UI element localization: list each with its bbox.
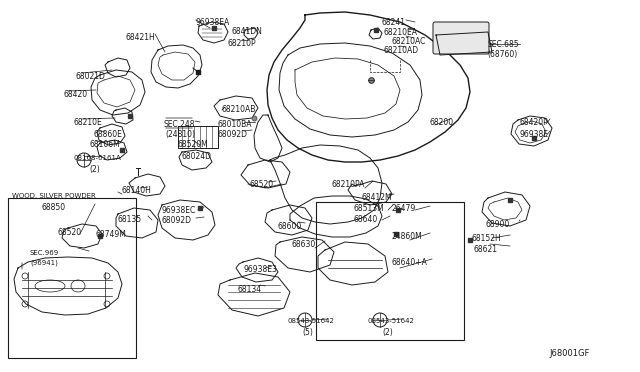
Text: 08543-51642: 08543-51642 <box>288 318 335 324</box>
Text: 68420P: 68420P <box>519 118 548 127</box>
Text: 68420: 68420 <box>63 90 87 99</box>
Text: 68421H: 68421H <box>125 33 155 42</box>
Text: 68140H: 68140H <box>122 186 152 195</box>
Text: 24860M: 24860M <box>392 232 423 241</box>
Text: 08168-6161A: 08168-6161A <box>74 155 122 161</box>
Text: 96938EC: 96938EC <box>162 206 196 215</box>
Text: 68210P: 68210P <box>228 39 257 48</box>
Text: 68900: 68900 <box>486 220 510 229</box>
Text: (5): (5) <box>302 328 313 337</box>
Text: (68760): (68760) <box>487 50 517 59</box>
Text: 26479: 26479 <box>392 204 416 213</box>
Text: SEC.969: SEC.969 <box>29 250 58 256</box>
Text: 68210PA: 68210PA <box>332 180 365 189</box>
Text: 68640: 68640 <box>353 215 377 224</box>
Text: 68210EA: 68210EA <box>383 28 417 37</box>
Text: 96938EA: 96938EA <box>196 18 230 27</box>
Text: 68850: 68850 <box>42 203 66 212</box>
Text: 68749M: 68749M <box>95 230 126 239</box>
Text: 96938E: 96938E <box>519 130 548 139</box>
Text: (2): (2) <box>89 165 100 174</box>
Text: 68520M: 68520M <box>178 140 209 149</box>
Text: 96938E3: 96938E3 <box>243 265 277 274</box>
Text: 68520: 68520 <box>58 228 82 237</box>
Text: 68621: 68621 <box>474 245 498 254</box>
Text: 68412M: 68412M <box>361 193 392 202</box>
Text: 68092D: 68092D <box>162 216 192 225</box>
Bar <box>316 202 464 340</box>
Text: 6841DN: 6841DN <box>232 27 263 36</box>
Text: 68135: 68135 <box>118 215 142 224</box>
Text: 68210AC: 68210AC <box>391 37 426 46</box>
Text: 08543-51642: 08543-51642 <box>368 318 415 324</box>
Text: SEC.248: SEC.248 <box>163 120 195 129</box>
Text: 68210AD: 68210AD <box>383 46 418 55</box>
Text: 68092D: 68092D <box>218 130 248 139</box>
Text: (24810): (24810) <box>165 130 195 139</box>
Text: 68021D: 68021D <box>76 72 106 81</box>
Text: WOOD, SILVER POWDER: WOOD, SILVER POWDER <box>12 193 96 199</box>
FancyBboxPatch shape <box>433 22 489 54</box>
Text: 68600: 68600 <box>277 222 301 231</box>
Bar <box>8 198 136 358</box>
Text: 68152H: 68152H <box>472 234 502 243</box>
Text: 68630: 68630 <box>291 240 316 249</box>
Text: J68001GF: J68001GF <box>549 349 589 358</box>
Text: 68520: 68520 <box>249 180 273 189</box>
Text: 68860E: 68860E <box>94 130 123 139</box>
Text: 68200: 68200 <box>429 118 453 127</box>
Text: (96941): (96941) <box>30 260 58 266</box>
Text: 68640+A: 68640+A <box>391 258 427 267</box>
Text: 68010BA: 68010BA <box>218 120 253 129</box>
Bar <box>178 126 218 148</box>
Text: 68134: 68134 <box>237 285 261 294</box>
Text: 68241: 68241 <box>381 18 405 27</box>
Text: SEC.685: SEC.685 <box>487 40 518 49</box>
Text: (2): (2) <box>382 328 393 337</box>
Text: 68210AB: 68210AB <box>221 105 255 114</box>
Text: 68106M: 68106M <box>89 140 120 149</box>
Text: 68024D: 68024D <box>182 152 212 161</box>
Text: 68210E: 68210E <box>73 118 102 127</box>
Text: 68513M: 68513M <box>353 204 384 213</box>
